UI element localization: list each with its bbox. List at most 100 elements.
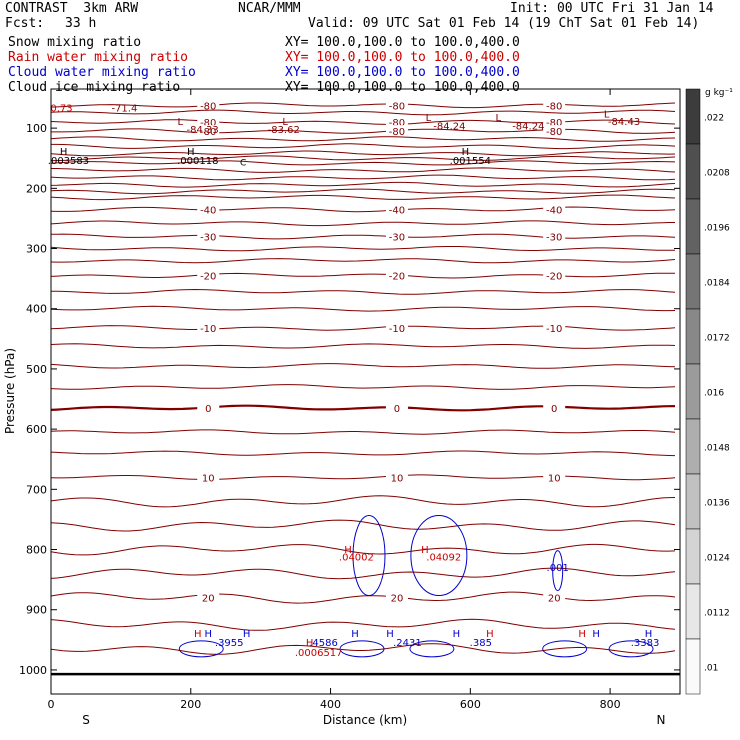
colorbar-cell xyxy=(685,473,701,530)
contour-label: 0 xyxy=(551,404,557,415)
cloud-water-contour xyxy=(409,640,455,658)
contour-value-label: .3955 xyxy=(215,638,244,649)
contour-label: -80 xyxy=(200,127,216,138)
contour-label-bg xyxy=(197,116,220,128)
contour-label: -10 xyxy=(200,324,216,335)
contour-label-bg xyxy=(385,321,408,333)
contour-label: 20 xyxy=(548,594,561,605)
temperature-contour xyxy=(50,188,676,195)
contour-label: -40 xyxy=(200,205,216,216)
temperature-contour xyxy=(50,119,676,125)
contour-label-bg xyxy=(197,402,220,414)
colorbar-tick-label: .0124 xyxy=(704,554,730,564)
high-marker: H xyxy=(386,629,394,640)
temperature-contour xyxy=(50,429,676,435)
x-tick-label: 600 xyxy=(460,698,481,711)
init-label: Init: 00 UTC Fri 31 Jan 14 xyxy=(510,1,714,16)
contour-label: 0 xyxy=(394,404,400,415)
colorbar-unit: g kg⁻¹ xyxy=(705,88,733,98)
contour-label-bg xyxy=(197,269,220,281)
contour-label: 10 xyxy=(548,473,561,484)
contour-marker: C xyxy=(240,158,246,168)
y-tick-label: 900 xyxy=(26,604,47,617)
contour-value-label: .0006517 xyxy=(295,648,343,659)
y-tick-label: 1000 xyxy=(19,664,47,677)
org-label: NCAR/MMM xyxy=(238,1,301,16)
low-marker: L xyxy=(178,117,184,128)
high-marker: H xyxy=(453,629,461,640)
contour-label-bg xyxy=(197,321,220,333)
x-tick-label: 0 xyxy=(48,698,55,711)
high-marker: H xyxy=(421,545,429,556)
contour-label: -80 xyxy=(389,101,405,112)
temperature-contour xyxy=(50,343,676,349)
colorbar-tick-label: .0208 xyxy=(704,169,730,179)
field-cloudwater-xy: XY= 100.0,100.0 to 100.0,400.0 xyxy=(285,65,520,80)
contour-label-bg xyxy=(543,99,566,111)
contour-value-label: -84.33 xyxy=(187,125,219,136)
cloud-water-contour xyxy=(410,515,468,597)
temperature-contour xyxy=(50,384,676,390)
cloud-water-contour xyxy=(542,640,588,658)
x-tick-label: 400 xyxy=(320,698,341,711)
field-rain-name: Rain water mixing ratio xyxy=(8,50,189,65)
contour-label-bg xyxy=(197,471,220,483)
contour-label-bg xyxy=(197,591,220,603)
contour-label: 0 xyxy=(205,404,211,415)
axes-layer: 0 200 400 600 800100200300400500600700800900… xyxy=(19,89,680,711)
contour-value-label: .001 xyxy=(547,563,569,574)
temperature-contour xyxy=(50,474,676,481)
contour-value-label: -71.4 xyxy=(111,103,137,114)
high-marker: H xyxy=(204,629,212,640)
contour-value-label: -84.24 xyxy=(512,121,544,132)
field-snow-name: Snow mixing ratio xyxy=(8,35,142,50)
high-marker: H xyxy=(344,545,352,556)
temperature-contour xyxy=(50,160,676,166)
contour-value-label: .2431 xyxy=(393,638,422,649)
south-label: S xyxy=(82,713,90,727)
contour-label: -30 xyxy=(546,232,562,243)
low-marker: L xyxy=(426,113,432,124)
high-marker: H xyxy=(486,629,494,640)
low-marker: L xyxy=(495,113,501,124)
contour-label-bg xyxy=(385,402,408,414)
high-marker: H xyxy=(187,147,195,158)
contour-label: 10 xyxy=(202,473,215,484)
valid-label: Valid: 09 UTC Sat 01 Feb 14 (19 ChT Sat … xyxy=(308,16,700,31)
temperature-contour xyxy=(51,288,676,295)
contour-label-bg xyxy=(543,402,566,414)
contour-value-label: .003583 xyxy=(48,156,89,167)
contour-layer: -80 -80 -80-80 -80 -80-80 -80 -80-40 -40 -40-30-… xyxy=(50,99,680,676)
temperature-contour xyxy=(51,167,676,173)
contour-label-bg xyxy=(385,125,408,137)
field-cloudice-name: Cloud ice mixing ratio xyxy=(8,80,181,95)
contour-label: -40 xyxy=(389,205,405,216)
low-marker: L xyxy=(604,109,610,120)
contour-label: -20 xyxy=(200,272,216,283)
contour-label-bg xyxy=(197,125,220,137)
contour-label-bg xyxy=(543,230,566,242)
colorbar-cell xyxy=(685,583,701,640)
cloud-water-contour xyxy=(608,640,654,658)
high-marker: H xyxy=(578,629,586,640)
contour-label-bg xyxy=(543,203,566,215)
y-tick-label: 800 xyxy=(26,544,47,557)
contour-label-bg xyxy=(385,230,408,242)
contour-label-bg xyxy=(385,591,408,603)
contour-label-bg xyxy=(543,125,566,137)
contour-label-bg xyxy=(543,591,566,603)
colorbar-cell xyxy=(685,363,701,420)
temperature-contour xyxy=(50,591,676,604)
contour-label: -20 xyxy=(546,272,562,283)
contour-value-label: .4586 xyxy=(309,638,338,649)
temperature-contour xyxy=(50,150,676,157)
temperature-contour xyxy=(50,233,676,240)
contour-label-bg xyxy=(197,99,220,111)
cloud-water-contour xyxy=(178,640,224,658)
temperature-contour xyxy=(50,325,676,331)
temperature-contour xyxy=(50,102,676,109)
high-marker: H xyxy=(194,629,202,640)
north-label: N xyxy=(657,713,666,727)
colorbar-tick-label: .0172 xyxy=(704,334,730,344)
temperature-contour xyxy=(50,363,676,369)
